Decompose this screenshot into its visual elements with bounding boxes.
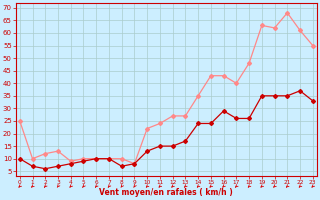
X-axis label: Vent moyen/en rafales ( km/h ): Vent moyen/en rafales ( km/h ): [100, 188, 233, 197]
